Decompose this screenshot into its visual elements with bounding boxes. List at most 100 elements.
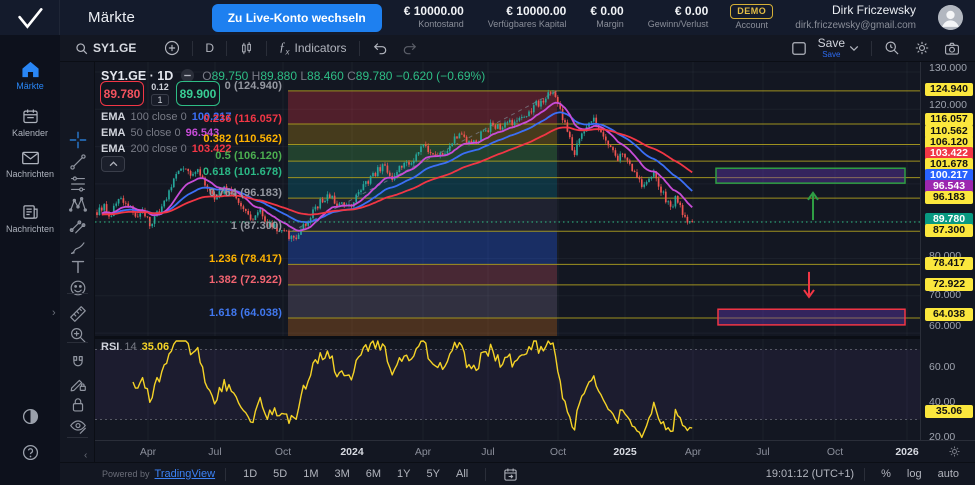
search-icon <box>76 42 88 54</box>
text-tool[interactable] <box>66 255 89 278</box>
sidebar-item-nachrichten-mail[interactable]: Nachrichten <box>0 150 60 179</box>
chart-type-button[interactable] <box>232 38 261 59</box>
xabcd-pattern-tool[interactable] <box>66 193 89 216</box>
timeframe-all-button[interactable]: All <box>455 468 469 480</box>
screenshot-button[interactable] <box>937 38 967 59</box>
chart-canvas[interactable] <box>95 62 920 440</box>
price-tag: 78.417 <box>925 256 973 270</box>
sidebar-item-nachrichten-news[interactable]: Nachrichten <box>0 203 60 234</box>
compare-add-symbol-button[interactable] <box>157 37 187 59</box>
settings-button[interactable] <box>907 37 937 59</box>
topbar: Märkte Zu Live-Konto wechseln € 10000.00… <box>0 0 975 35</box>
help-button[interactable] <box>0 443 60 462</box>
demo-badge: DEMO <box>730 4 774 19</box>
price-tag: 103.422 <box>925 146 973 160</box>
price-tag: 35.06 <box>925 404 973 418</box>
chart-toolbar: SY1.GE D ƒx Indicators Save Save <box>60 35 975 62</box>
price-tag: 96.543 <box>925 179 973 193</box>
lock-drawings-icon <box>72 397 83 411</box>
ema-200-legend[interactable]: EMA 200 close 0 103.422 <box>101 143 232 155</box>
xabcd-pattern-icon <box>68 196 87 212</box>
spread-label: 0.12 <box>151 81 169 92</box>
text-icon <box>71 260 84 273</box>
indicators-button[interactable]: ƒx Indicators <box>279 39 347 57</box>
drawing-mode-icon <box>70 379 86 391</box>
fx-icon: ƒx <box>279 39 290 57</box>
layout-button[interactable] <box>784 38 814 59</box>
price-tick-label: 130.000 <box>929 62 967 74</box>
chart-legend: SY1.GE · 1D O89.750 H89.880 L88.460 C89.… <box>101 68 485 83</box>
tradingview-link[interactable]: TradingView <box>154 468 216 480</box>
interval-button[interactable]: D <box>205 41 215 55</box>
price-axis[interactable]: 130.000120.00080.00070.00060.00060.0040.… <box>920 62 975 443</box>
timeframe-6m-button[interactable]: 6M <box>365 468 382 480</box>
gear-icon <box>949 446 960 457</box>
sidebar-expand-chevron[interactable]: › <box>52 307 56 319</box>
fib-retracement-tool[interactable] <box>66 172 89 195</box>
save-button[interactable]: Save Save <box>817 36 845 59</box>
redo-icon <box>403 43 416 55</box>
zoom-in-tool[interactable] <box>66 323 89 346</box>
scale-percent-button[interactable]: % <box>881 468 891 480</box>
clock-label[interactable]: 19:01:12 (UTC+1) <box>765 468 855 480</box>
trend-line-tool[interactable] <box>66 150 89 173</box>
sell-button[interactable]: 89.780 <box>100 81 144 106</box>
drawing-toolbar: ‹ <box>60 62 95 462</box>
hide-drawings-tool[interactable] <box>66 414 89 437</box>
avatar[interactable] <box>938 5 963 30</box>
save-menu-chevron[interactable] <box>849 42 866 55</box>
drawing-toolbar-collapse-chevron[interactable]: ‹ <box>84 450 88 461</box>
timeframe-1y-button[interactable]: 1Y <box>397 468 411 480</box>
quick-search-button[interactable] <box>877 37 907 59</box>
price-tag: 87.300 <box>925 223 973 237</box>
time-axis[interactable]: Apr Jul Oct 2024 Apr Jul Oct 2025 Apr Jul Oct 2026 <box>95 440 975 462</box>
ruler-tool[interactable] <box>66 302 89 325</box>
magnet-icon <box>72 355 83 366</box>
price-tag: 64.038 <box>925 307 973 321</box>
price-tag: 116.057 <box>925 112 973 126</box>
lock-drawings-tool[interactable] <box>66 393 89 416</box>
account-metric: € 10000.00 Verfügbares Kapital <box>487 4 567 30</box>
account-metrics: € 10000.00 Kontostand € 10000.00 Verfügbare… <box>404 4 709 30</box>
symbol-search-button[interactable]: SY1.GE <box>68 38 143 58</box>
crosshair-tool[interactable] <box>66 128 89 151</box>
price-tag: 101.678 <box>925 157 973 171</box>
emoji-icon <box>70 280 85 295</box>
platform-logo[interactable] <box>0 0 60 35</box>
time-axis-settings-button[interactable] <box>948 445 961 458</box>
projection-tool[interactable] <box>66 214 89 237</box>
ema-50-legend[interactable]: EMA 50 close 0 96.543 <box>101 127 220 139</box>
price-tag: 124.940 <box>925 82 973 96</box>
scale-auto-button[interactable]: auto <box>937 468 959 480</box>
timeframe-5d-button[interactable]: 5D <box>273 468 288 480</box>
drawing-mode-tool[interactable] <box>66 372 89 395</box>
buy-button[interactable]: 89.900 <box>176 81 220 106</box>
account-metric: € 0.00 Margin <box>590 4 624 30</box>
ema-100-legend[interactable]: EMA 100 close 0 100.217 <box>101 111 232 123</box>
rsi-legend[interactable]: RSI 14 35.06 <box>101 341 170 353</box>
timeframe-1d-button[interactable]: 1D <box>243 468 258 480</box>
calendar-goto-icon <box>504 468 517 481</box>
theme-toggle-button[interactable] <box>0 407 60 426</box>
switch-to-live-account-button[interactable]: Zu Live-Konto wechseln <box>211 3 382 32</box>
timeframe-1m-button[interactable]: 1M <box>303 468 319 480</box>
emoji-tool[interactable] <box>66 276 89 299</box>
sidebar-item-maerkte[interactable]: Märkte <box>0 61 60 91</box>
user-info[interactable]: Dirk Friczewsky dirk.friczewsky@gmail.co… <box>795 3 916 32</box>
redo-button[interactable] <box>395 38 425 58</box>
magnet-tool[interactable] <box>66 351 89 374</box>
legend-collapse-button[interactable] <box>180 68 195 83</box>
legend-symbol[interactable]: SY1.GE · 1D <box>101 68 174 83</box>
account-type-badge[interactable]: DEMO Account <box>730 4 774 31</box>
go-to-date-button[interactable] <box>496 464 525 485</box>
undo-button[interactable] <box>365 38 395 58</box>
sidebar-item-kalender[interactable]: Kalender <box>0 107 60 138</box>
pane-collapse-button[interactable] <box>101 156 125 172</box>
gear-icon <box>915 41 929 55</box>
scale-log-button[interactable]: log <box>906 468 922 480</box>
quantity-field[interactable]: 1 <box>151 93 169 106</box>
calendar-icon <box>22 109 38 124</box>
timeframe-5y-button[interactable]: 5Y <box>426 468 440 480</box>
timeframe-3m-button[interactable]: 3M <box>334 468 350 480</box>
brush-tool[interactable] <box>66 235 89 258</box>
